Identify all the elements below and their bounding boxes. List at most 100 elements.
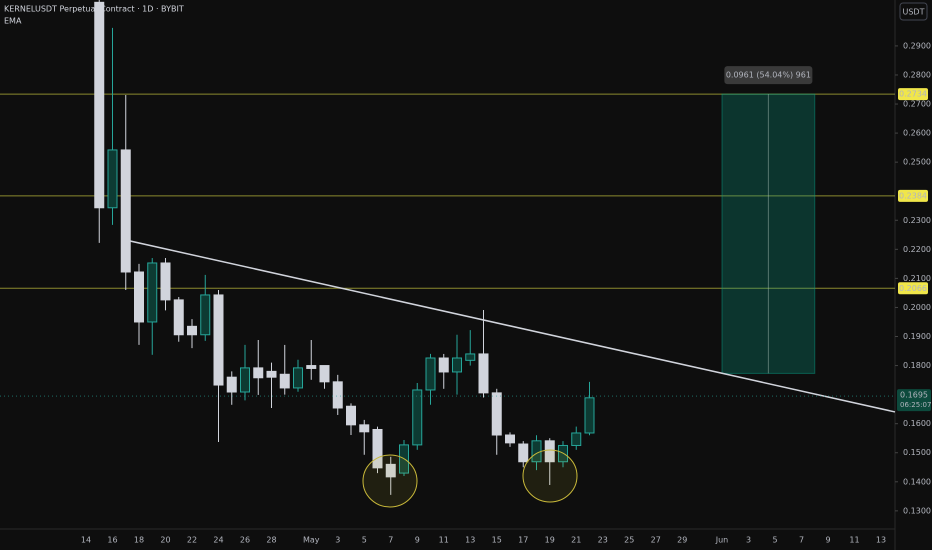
- candle-body: [372, 428, 383, 469]
- x-tick-label: 5: [772, 536, 777, 545]
- x-tick-label: 20: [160, 536, 170, 545]
- candle-body: [571, 432, 582, 446]
- candle-body: [266, 370, 277, 378]
- candle-body: [253, 367, 264, 379]
- x-tick-label: 23: [598, 536, 608, 545]
- candle-body: [94, 1, 105, 209]
- candle-body: [293, 367, 303, 389]
- indicator-label: EMA: [4, 17, 22, 26]
- candle-body: [332, 381, 343, 409]
- overlay: 0.1300 0.1400 0.1500 0.1600 0.1800 0.1900 0.20…: [724, 41, 931, 515]
- x-tick-label: 22: [187, 536, 197, 545]
- y-tick-label: 0.2200: [903, 245, 931, 254]
- candle-body: [200, 294, 211, 336]
- level-label-bg: [898, 189, 928, 202]
- candle-body: [478, 353, 489, 394]
- x-tick-label: 7: [388, 536, 393, 545]
- candle-body: [584, 397, 595, 434]
- candle-body: [491, 392, 502, 436]
- x-tick-label: 18: [134, 536, 144, 545]
- candle-body: [147, 262, 158, 323]
- candle-body: [438, 357, 449, 373]
- y-tick-label: 0.1600: [903, 419, 931, 428]
- highlight-circle: [522, 449, 578, 503]
- last-price-bg: [897, 389, 931, 412]
- y-tick-label: 0.2500: [903, 158, 931, 167]
- candle-body: [505, 434, 515, 444]
- candle-body: [187, 325, 197, 336]
- highlight-circle: [362, 454, 418, 508]
- x-tick-label: 11: [849, 536, 859, 545]
- x-tick-label: 13: [876, 536, 886, 545]
- position-box: [721, 93, 816, 374]
- x-tick-label: 3: [335, 536, 340, 545]
- y-tick-label: 0.2000: [903, 303, 931, 312]
- chart-title: KERNELUSDT Perpetual Contract · 1D · BYB…: [4, 5, 184, 14]
- y-tick-label: 0.2900: [903, 41, 931, 50]
- candle-body: [226, 376, 237, 393]
- candle-body: [279, 373, 290, 389]
- y-tick-label: 0.1800: [903, 361, 931, 370]
- x-tick-label: 13: [465, 536, 475, 545]
- x-tick-label: 16: [107, 536, 117, 545]
- candle-body: [465, 353, 476, 361]
- candle-body: [425, 357, 436, 391]
- x-tick-label: 14: [81, 536, 91, 545]
- x-tick-label: 11: [439, 536, 449, 545]
- x-tick-label: May: [303, 536, 320, 545]
- y-tick-label: 0.2800: [903, 70, 931, 79]
- currency-label[interactable]: USDT: [903, 8, 925, 17]
- level-label-bg: [898, 88, 928, 101]
- position-label: 0.0961 (54.04%) 961: [726, 71, 811, 80]
- x-tick-label: 5: [362, 536, 367, 545]
- candle-body: [359, 424, 370, 433]
- x-tick-label: 17: [518, 536, 528, 545]
- candle-body: [518, 443, 529, 463]
- level-label: 0.2734: [899, 90, 927, 99]
- y-tick-label: 0.2600: [903, 129, 931, 138]
- y-tick-label: 0.2700: [903, 100, 931, 109]
- candle-body: [306, 365, 317, 369]
- y-tick-label: 0.1900: [903, 332, 931, 341]
- x-tick-label: 27: [651, 536, 661, 545]
- candle-body: [213, 294, 224, 386]
- currency-button[interactable]: [899, 2, 928, 21]
- x-tick-label: 25: [624, 536, 634, 545]
- y-tick-label: 0.1300: [903, 506, 931, 515]
- x-tick-label: Jun: [715, 536, 729, 545]
- trendline: [125, 239, 896, 413]
- candle-body: [319, 365, 330, 383]
- candle-body: [134, 271, 144, 323]
- x-tick-label: 28: [266, 536, 276, 545]
- candle-body: [160, 262, 171, 301]
- candle-body: [240, 367, 250, 393]
- candle-body: [452, 357, 462, 373]
- x-tick-label: 9: [415, 536, 420, 545]
- position-label-bg: [724, 66, 813, 85]
- candle-body: [120, 149, 131, 273]
- x-tick-label: 15: [492, 536, 502, 545]
- y-tick-label: 0.1500: [903, 448, 931, 457]
- candle-body: [107, 149, 118, 209]
- x-tick-label: 26: [240, 536, 250, 545]
- y-tick-label: 0.2300: [903, 216, 931, 225]
- x-tick-label: 21: [571, 536, 581, 545]
- x-tick-label: 7: [799, 536, 804, 545]
- level-label: 0.2384: [899, 191, 927, 200]
- last-price-label: 0.1695: [900, 391, 928, 400]
- plot: 14 16 18 20 22 24 26 28 May 3 5 7 9 11 13 15 17 19 21 23 25 2…: [0, 0, 898, 545]
- x-tick-label: 19: [545, 536, 555, 545]
- x-tick-label: 29: [677, 536, 687, 545]
- x-tick-label: 3: [746, 536, 751, 545]
- candle-body: [385, 463, 396, 478]
- candle-body: [346, 405, 356, 426]
- x-tick-label: 9: [825, 536, 830, 545]
- level-label: 0.2066: [899, 284, 927, 293]
- candle-body: [412, 389, 423, 446]
- y-tick-label: 0.1400: [903, 477, 931, 486]
- y-tick-label: 0.2100: [903, 274, 931, 283]
- x-tick-label: 24: [213, 536, 223, 545]
- candle-body: [544, 440, 555, 463]
- countdown-label: 06:25:07: [900, 401, 931, 409]
